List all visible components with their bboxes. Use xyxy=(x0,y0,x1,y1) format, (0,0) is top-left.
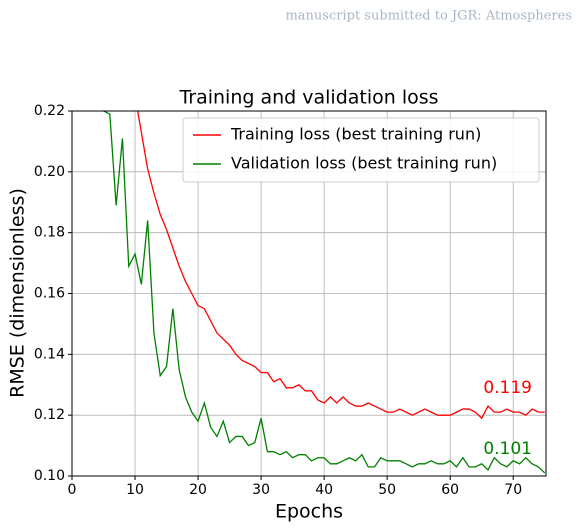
annotation: 0.101 xyxy=(483,439,532,459)
y-tick-label: 0.12 xyxy=(34,407,65,423)
y-tick-label: 0.22 xyxy=(34,103,65,119)
y-axis-label: RMSE (dimensionless) xyxy=(7,188,29,398)
x-tick-label: 20 xyxy=(189,482,207,498)
x-tick-label: 70 xyxy=(504,482,522,498)
legend-label: Validation loss (best training run) xyxy=(231,154,497,173)
x-tick-label: 50 xyxy=(378,482,396,498)
legend-box xyxy=(182,117,540,183)
y-tick-label: 0.10 xyxy=(34,468,65,484)
annotation: 0.119 xyxy=(483,378,532,398)
x-tick-label: 10 xyxy=(126,482,144,498)
series-line xyxy=(102,111,546,474)
x-axis-label: Epochs xyxy=(275,501,343,523)
legend-label: Training loss (best training run) xyxy=(230,125,481,144)
x-tick-label: 60 xyxy=(441,482,459,498)
y-tick-label: 0.20 xyxy=(34,164,65,180)
y-tick-label: 0.16 xyxy=(34,286,65,302)
y-tick-label: 0.14 xyxy=(34,346,65,362)
page-header: manuscript submitted to JGR: Atmospheres xyxy=(285,9,572,24)
x-tick-label: 0 xyxy=(68,482,77,498)
x-tick-label: 40 xyxy=(315,482,333,498)
series-line xyxy=(136,111,545,420)
chart-title: Training and validation loss xyxy=(178,87,438,109)
x-tick-label: 30 xyxy=(252,482,270,498)
y-tick-label: 0.18 xyxy=(34,225,65,241)
